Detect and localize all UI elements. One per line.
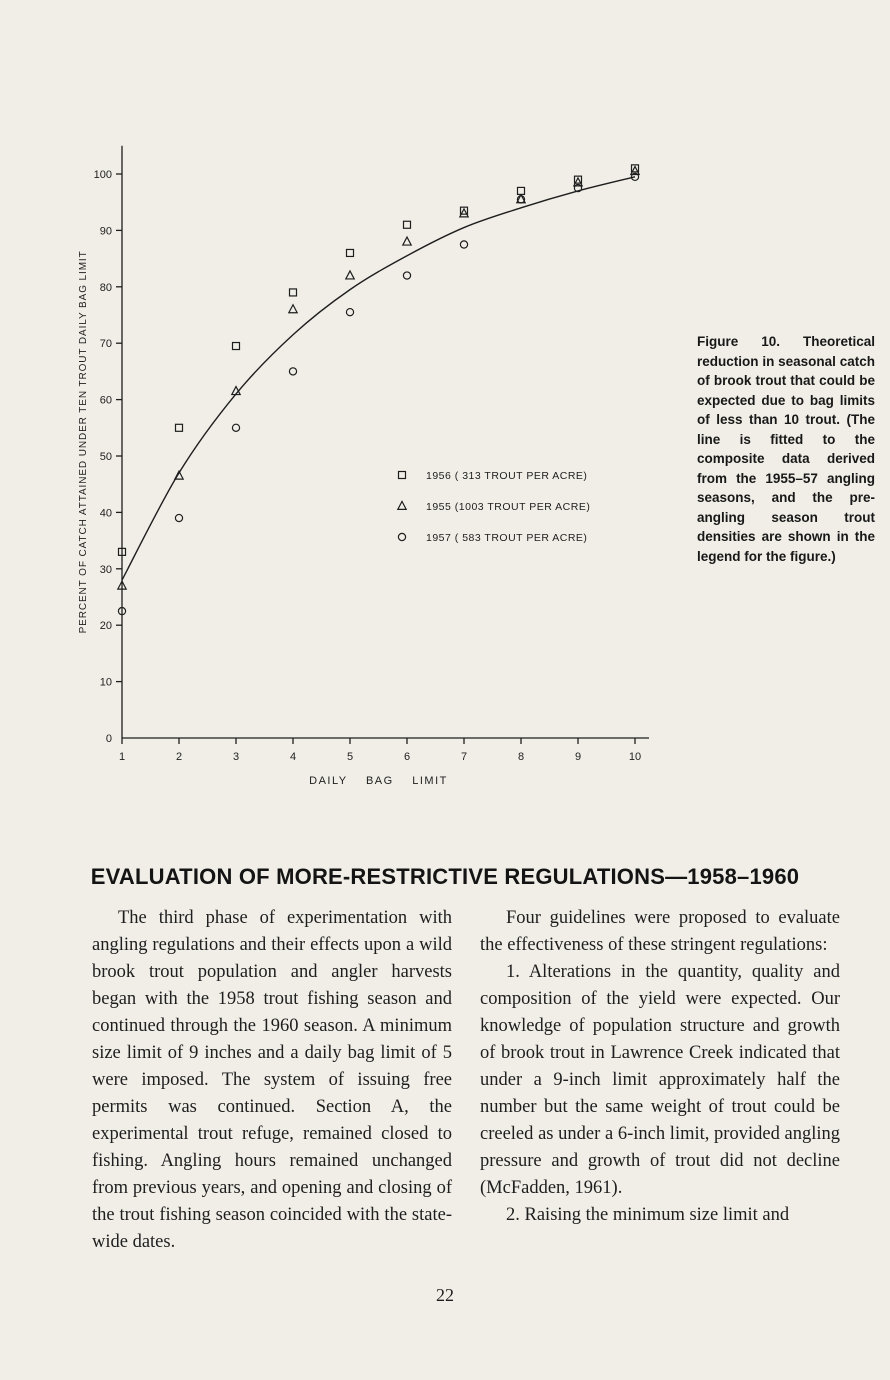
svg-text:0: 0: [106, 733, 112, 745]
svg-text:70: 70: [100, 338, 112, 350]
figure-caption: Figure 10. Theoretical reduction in seas…: [697, 334, 875, 564]
svg-text:1957 ( 583 TROUT PER ACRE): 1957 ( 583 TROUT PER ACRE): [426, 532, 587, 544]
x-axis-label: DAILY BAG LIMIT: [309, 775, 448, 787]
svg-text:40: 40: [100, 507, 112, 519]
svg-text:4: 4: [290, 751, 296, 763]
legend-item-1956: 1956 ( 313 TROUT PER ACRE): [397, 470, 587, 482]
svg-text:1: 1: [119, 751, 125, 763]
svg-text:10: 10: [629, 751, 641, 763]
svg-text:100: 100: [94, 169, 112, 181]
svg-text:2: 2: [176, 751, 182, 763]
series-1956: [117, 164, 640, 556]
svg-text:8: 8: [518, 751, 524, 763]
paragraph: Four guidelines were proposed to evaluat…: [480, 908, 840, 955]
chart-tick-labels: 0 10 20 30 40 50 60 70 80 90 100 1 2 3 4 5 6 7 8 9 10: [94, 169, 641, 763]
chart-svg: 0 10 20 30 40 50 60 70 80 90 100 1 2 3 4 5 6 7 8 9 10 1956 ( …: [78, 145, 649, 787]
svg-text:30: 30: [100, 564, 112, 576]
y-axis-label: PERCENT OF CATCH ATTAINED UNDER TEN TROU…: [78, 250, 89, 633]
section-heading: EVALUATION OF MORE-RESTRICTIVE REGULATIO…: [90, 864, 800, 889]
svg-text:60: 60: [100, 395, 112, 407]
paragraph: The third phase of experimentation with …: [92, 908, 452, 1252]
svg-text:50: 50: [100, 451, 112, 463]
paragraph: 2. Raising the minimum size limit and: [506, 1205, 790, 1225]
series-1957: [117, 172, 640, 616]
svg-text:3: 3: [233, 751, 239, 763]
figure-10-chart: 0 10 20 30 40 50 60 70 80 90 100 1 2 3 4 5 6 7 8 9 10 1956 ( …: [70, 96, 690, 808]
series-1955: [116, 165, 641, 590]
svg-text:1955 (1003 TROUT PER ACRE): 1955 (1003 TROUT PER ACRE): [426, 501, 590, 513]
fitted-curve: [121, 176, 636, 581]
svg-text:80: 80: [100, 282, 112, 294]
svg-text:6: 6: [404, 751, 410, 763]
page-number: 22: [436, 1285, 454, 1305]
svg-text:1956 ( 313 TROUT PER ACRE): 1956 ( 313 TROUT PER ACRE): [426, 470, 587, 482]
right-column: Four guidelines were proposed to evaluat…: [480, 905, 840, 1256]
svg-text:7: 7: [461, 751, 467, 763]
legend-item-1955: 1955 (1003 TROUT PER ACRE): [396, 500, 590, 513]
left-column: The third phase of experimentation with …: [92, 905, 452, 1256]
svg-text:10: 10: [100, 677, 112, 689]
svg-text:5: 5: [347, 751, 353, 763]
svg-text:90: 90: [100, 225, 112, 237]
body-columns: The third phase of experimentation with …: [92, 905, 840, 1256]
chart-axes: [116, 145, 649, 744]
legend-item-1957: 1957 ( 583 TROUT PER ACRE): [397, 532, 587, 544]
paragraph: 1. Alterations in the quantity, quality …: [480, 962, 840, 1198]
svg-text:9: 9: [575, 751, 581, 763]
svg-text:20: 20: [100, 620, 112, 632]
